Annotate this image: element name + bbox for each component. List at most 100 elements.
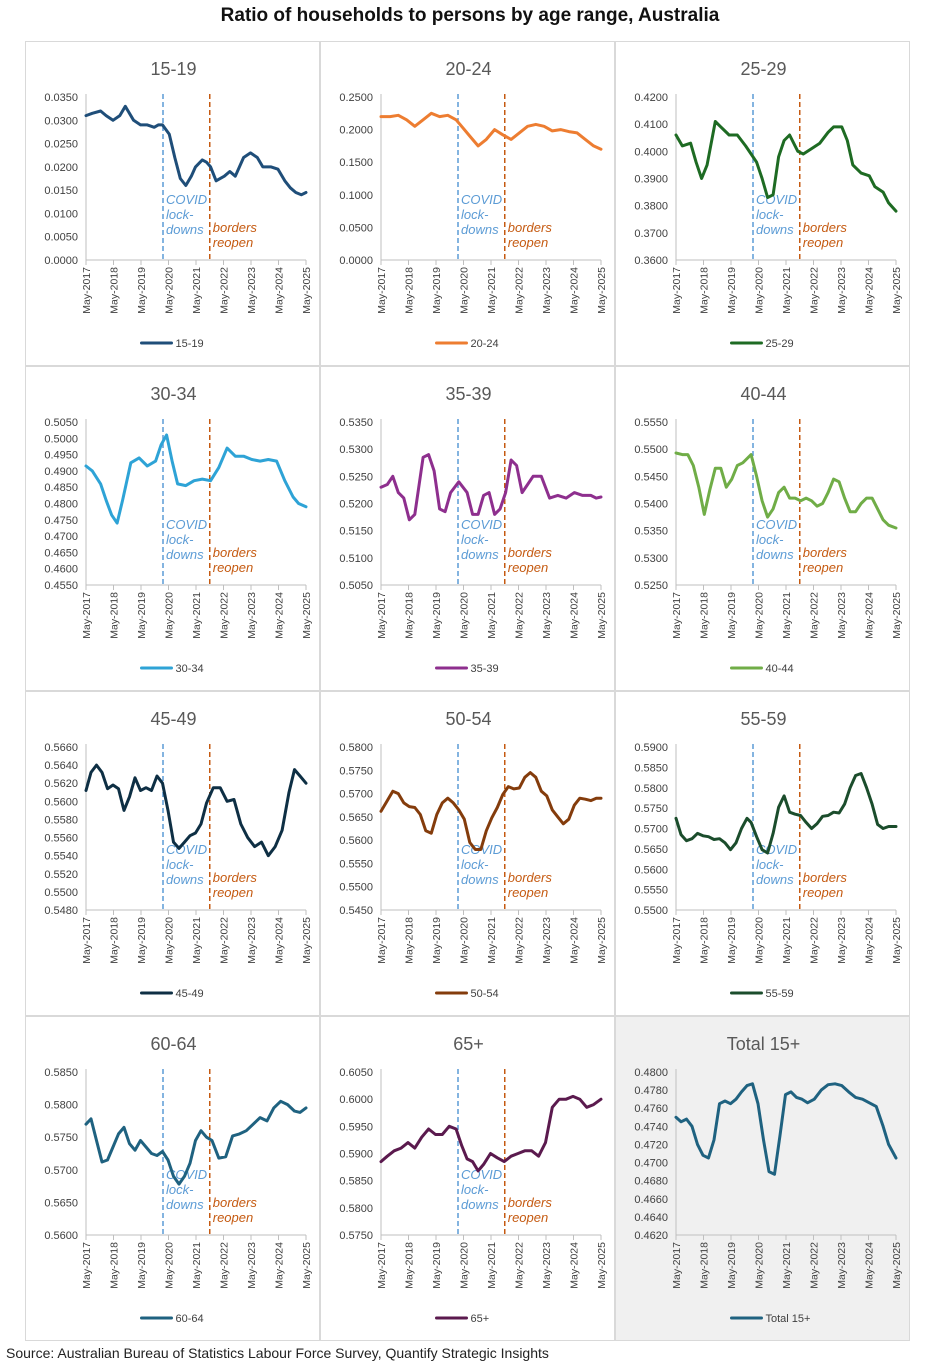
y-tick-label: 0.5650	[634, 844, 668, 856]
x-tick-label: May-2021	[191, 592, 203, 639]
covid-label: lock-	[461, 1182, 489, 1197]
x-tick-label: May-2020	[754, 1242, 766, 1289]
y-tick-label: 0.5650	[44, 1197, 78, 1209]
legend-label: 55-59	[766, 988, 794, 1000]
legend: 45-49	[140, 988, 204, 1000]
x-tick-label: May-2018	[404, 592, 416, 639]
covid-label: downs	[461, 872, 499, 887]
chart-title: 60-64	[150, 1034, 196, 1054]
legend-label: 50-54	[471, 988, 499, 1000]
legend-label: 15-19	[176, 338, 204, 350]
series-line-30-34	[84, 433, 308, 525]
y-tick-label: 0.4660	[634, 1194, 668, 1206]
y-tick-label: 0.5300	[339, 444, 373, 456]
x-tick-label: May-2020	[164, 917, 176, 964]
chart-svg-30-34: 30-34 0.4550 0.4600 0.4650 0.4700 0.4750 0.480…	[44, 384, 313, 675]
x-tick-label: May-2020	[459, 917, 471, 964]
y-tick-label: 0.5550	[634, 885, 668, 897]
y-tick-label: 0.4200	[634, 92, 668, 104]
x-tick-label: May-2021	[781, 1242, 793, 1289]
x-tick-label: May-2025	[301, 1242, 313, 1289]
y-tick-label: 0.5640	[44, 760, 78, 772]
y-tick-label: 0.4000	[634, 146, 668, 158]
chart-panel-45-49: 45-49 0.5480 0.5500 0.5520 0.5540 0.5560 0.558…	[25, 691, 320, 1016]
x-tick-label: May-2023	[246, 1242, 258, 1289]
chart-title: 65+	[453, 1034, 484, 1054]
y-tick-label: 0.5850	[44, 1067, 78, 1079]
y-tick-label: 0.5750	[339, 765, 373, 777]
y-tick-label: 0.5800	[339, 742, 373, 754]
borders-label: borders	[213, 870, 258, 885]
y-tick-label: 0.4600	[44, 564, 78, 576]
x-tick-label: May-2020	[754, 917, 766, 964]
y-tick-label: 0.5900	[339, 1149, 373, 1161]
covid-label: lock-	[461, 857, 489, 872]
y-tick-label: 0.5750	[634, 803, 668, 815]
x-tick-label: May-2017	[376, 592, 388, 639]
covid-label: COVID	[166, 842, 207, 857]
covid-label: COVID	[756, 517, 797, 532]
y-tick-label: 0.4760	[634, 1103, 668, 1115]
covid-label: downs	[166, 222, 204, 237]
borders-label: reopen	[213, 235, 253, 250]
x-tick-label: May-2019	[726, 592, 738, 639]
chart-svg-25-29: 25-29 0.3600 0.3700 0.3800 0.3900 0.4000 0.410…	[634, 59, 903, 350]
chart-panel-60-64: 60-64 0.5600 0.5650 0.5700 0.5750 0.5800 0.585…	[25, 1016, 320, 1341]
x-tick-label: May-2020	[164, 1242, 176, 1289]
x-tick-label: May-2022	[514, 917, 526, 964]
y-tick-label: 0.4700	[44, 531, 78, 543]
x-tick-label: May-2023	[541, 917, 553, 964]
borders-label: reopen	[803, 560, 843, 575]
y-tick-label: 0.3800	[634, 201, 668, 213]
legend: Total 15+	[730, 1313, 810, 1325]
x-tick-label: May-2023	[836, 917, 848, 964]
x-tick-label: May-2018	[699, 267, 711, 314]
y-tick-label: 0.5660	[44, 742, 78, 754]
y-tick-label: 0.5450	[634, 471, 668, 483]
y-tick-label: 0.0500	[339, 222, 373, 234]
chart-svg-15-19: 15-19 0.0000 0.0050 0.0100 0.0150 0.0200 0.025…	[44, 59, 313, 350]
covid-label: lock-	[166, 1182, 194, 1197]
x-tick-label: May-2019	[136, 592, 148, 639]
y-tick-label: 0.5600	[44, 1230, 78, 1242]
x-tick-label: May-2019	[726, 1242, 738, 1289]
chart-title: 55-59	[740, 709, 786, 729]
x-tick-label: May-2024	[569, 267, 581, 314]
legend-label: 60-64	[176, 1313, 204, 1325]
borders-label: reopen	[508, 885, 548, 900]
y-tick-label: 0.5550	[339, 858, 373, 870]
y-tick-label: 0.5000	[44, 433, 78, 445]
borders-label: borders	[803, 870, 848, 885]
legend: 25-29	[730, 338, 794, 350]
series-line-25-29	[674, 120, 898, 213]
legend: 15-19	[140, 338, 204, 350]
y-tick-label: 0.1500	[339, 157, 373, 169]
x-tick-label: May-2018	[109, 592, 121, 639]
x-tick-label: May-2018	[699, 1242, 711, 1289]
y-tick-label: 0.3600	[634, 255, 668, 267]
y-tick-label: 0.5950	[339, 1121, 373, 1133]
chart-title: 35-39	[445, 384, 491, 404]
borders-label: borders	[508, 870, 553, 885]
x-tick-label: May-2024	[569, 917, 581, 964]
x-tick-label: May-2017	[376, 917, 388, 964]
y-tick-label: 0.5350	[634, 526, 668, 538]
y-tick-label: 0.5750	[44, 1132, 78, 1144]
legend: 40-44	[730, 663, 794, 675]
x-tick-label: May-2017	[376, 1242, 388, 1289]
y-tick-label: 0.0000	[44, 255, 78, 267]
borders-label: borders	[803, 220, 848, 235]
x-tick-label: May-2019	[726, 267, 738, 314]
covid-label: lock-	[166, 857, 194, 872]
y-tick-label: 0.5600	[634, 864, 668, 876]
x-tick-label: May-2020	[164, 267, 176, 314]
covid-label: downs	[166, 547, 204, 562]
x-tick-label: May-2025	[891, 917, 903, 964]
source-note: Source: Australian Bureau of Statistics …	[6, 1345, 549, 1361]
covid-label: COVID	[756, 192, 797, 207]
y-tick-label: 0.5550	[634, 417, 668, 429]
x-tick-label: May-2024	[569, 592, 581, 639]
x-tick-label: May-2020	[164, 592, 176, 639]
chart-panel-50-54: 50-54 0.5450 0.5500 0.5550 0.5600 0.5650 0.570…	[320, 691, 615, 1016]
chart-panel-65: 65+ 0.5750 0.5800 0.5850 0.5900 0.5950 0.6000 0…	[320, 1016, 615, 1341]
